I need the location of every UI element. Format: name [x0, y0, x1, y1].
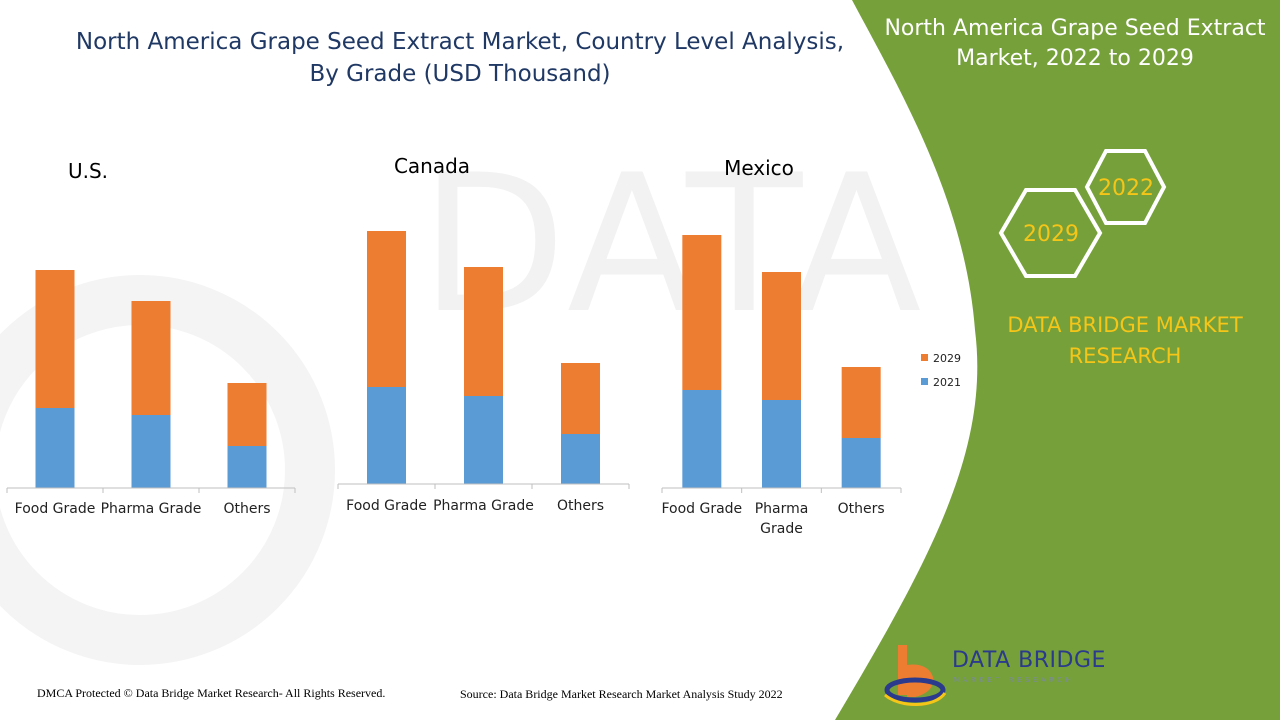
hex-year-2022: 2022 — [1098, 176, 1154, 201]
side-panel-background — [835, 0, 1280, 720]
side-panel-title-line-1: North America Grape Seed Extract — [884, 16, 1266, 41]
bar-2029-others — [227, 383, 267, 446]
category-label: Others — [557, 498, 604, 514]
hexagon-2022 — [1084, 149, 1167, 225]
bar-2029-food-grade — [682, 235, 722, 390]
bar-2021-others — [841, 438, 881, 488]
category-label: Others — [223, 501, 270, 517]
bar-2021-pharma-grade — [762, 400, 801, 488]
side-panel-title-line-2: Market, 2022 to 2029 — [956, 46, 1194, 71]
logo-tagline: MARKET RESEARCH — [953, 676, 1075, 684]
category-label: Food Grade — [15, 501, 96, 517]
logo-icon — [884, 645, 947, 706]
source-note: Source: Data Bridge Market Research Mark… — [460, 687, 783, 701]
page-title-line-2: By Grade (USD Thousand) — [309, 61, 611, 87]
logo-name: DATA BRIDGE — [952, 648, 1106, 673]
brand-text-line-2: RESEARCH — [1068, 344, 1182, 368]
chart-title: Canada — [394, 154, 470, 178]
legend-label-2029: 2029 — [933, 352, 961, 365]
bar-2021-pharma-grade — [464, 396, 503, 484]
bar-2029-others — [561, 363, 600, 434]
category-label: Pharma Grade — [755, 501, 809, 537]
bar-2021-food-grade — [367, 387, 406, 484]
brand-text: DATA BRIDGE MARKET RESEARCH — [985, 310, 1265, 372]
bar-2021-others — [227, 446, 267, 488]
bar-2029-pharma-grade — [131, 301, 171, 415]
category-label: Food Grade — [346, 498, 427, 514]
category-label: Others — [838, 501, 885, 517]
bar-2021-food-grade — [35, 408, 75, 488]
bar-2029-pharma-grade — [464, 267, 503, 396]
bar-2029-others — [841, 367, 881, 438]
page-title-line-1: North America Grape Seed Extract Market,… — [75, 29, 845, 55]
chart-title: Mexico — [724, 156, 794, 180]
category-label: Food Grade — [661, 501, 742, 517]
bar-2029-food-grade — [367, 231, 406, 387]
bar-2029-pharma-grade — [762, 272, 801, 400]
side-panel-title: North America Grape Seed Extract Market,… — [870, 14, 1280, 74]
legend-label-2021: 2021 — [933, 376, 961, 389]
bar-2029-food-grade — [35, 270, 75, 408]
bar-2021-pharma-grade — [131, 415, 171, 488]
chart-title: U.S. — [68, 159, 108, 183]
legend-swatch-2029 — [921, 354, 928, 361]
hex-year-2029: 2029 — [1023, 222, 1079, 247]
page-title: North America Grape Seed Extract Market,… — [60, 26, 860, 90]
watermark-circle — [0, 275, 335, 665]
legend-swatch-2021 — [921, 378, 928, 385]
hexagon-2029 — [998, 188, 1103, 278]
bar-2021-others — [561, 434, 600, 484]
brand-text-line-1: DATA BRIDGE MARKET — [1007, 313, 1243, 337]
category-label: Pharma Grade — [433, 498, 534, 514]
dmca-notice: DMCA Protected © Data Bridge Market Rese… — [37, 686, 386, 700]
category-label: Pharma Grade — [101, 501, 202, 517]
bar-2021-food-grade — [682, 390, 722, 488]
